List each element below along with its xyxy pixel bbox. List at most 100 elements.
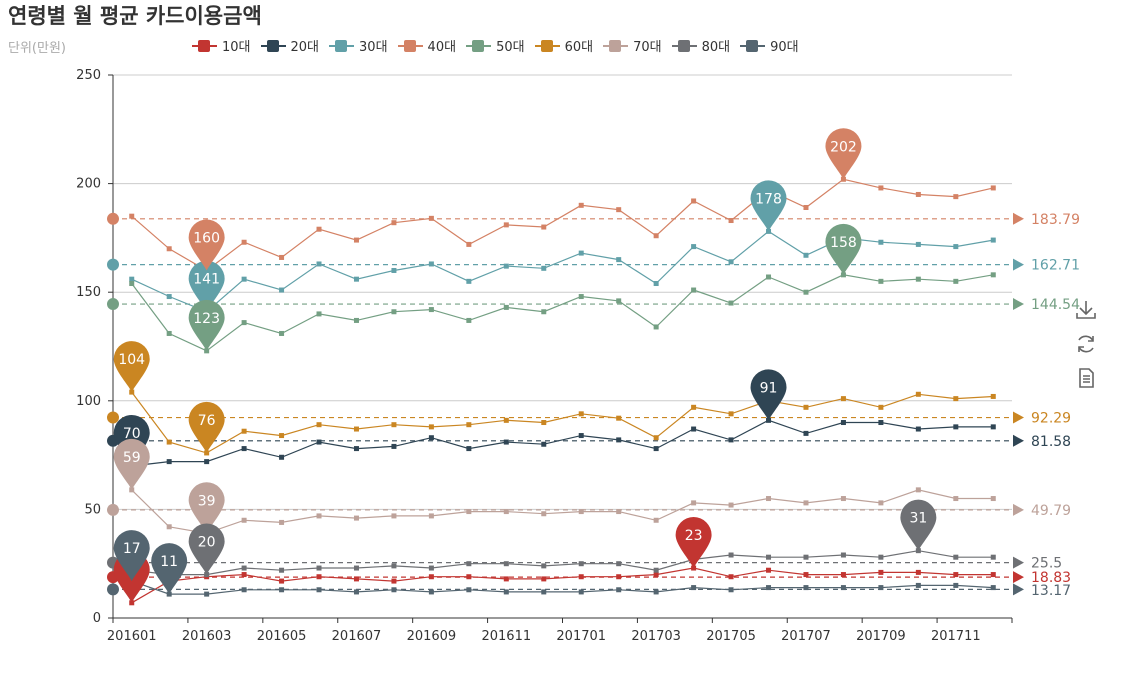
data-point — [878, 278, 884, 284]
legend-item[interactable]: 90대 — [740, 36, 799, 55]
legend-swatch — [329, 39, 355, 53]
data-point — [129, 276, 135, 282]
data-point — [953, 554, 959, 560]
data-point — [204, 591, 210, 597]
data-point — [990, 496, 996, 502]
data-point — [391, 578, 397, 584]
data-point — [990, 572, 996, 578]
data-point — [616, 298, 622, 304]
data-point — [279, 519, 285, 525]
data-point — [803, 572, 809, 578]
marker-pin-shape — [188, 260, 225, 312]
marker-pin: 17 — [113, 530, 150, 582]
data-point — [953, 496, 959, 502]
data-point — [316, 226, 322, 232]
data-point — [953, 572, 959, 578]
y-tick-label: 50 — [84, 502, 101, 517]
x-tick-label: 201609 — [407, 629, 457, 644]
data-point — [840, 496, 846, 502]
data-point — [878, 500, 884, 506]
data-point — [840, 585, 846, 591]
data-point — [316, 261, 322, 267]
marker-value-label: 70 — [123, 426, 141, 442]
series-line — [131, 178, 994, 272]
data-point — [803, 404, 809, 410]
marker-value-label: 59 — [123, 450, 141, 466]
data-point — [840, 420, 846, 426]
data-point — [541, 576, 547, 582]
data-point — [466, 509, 472, 515]
marker-pin-shape — [188, 219, 225, 271]
legend-item[interactable]: 60대 — [534, 36, 593, 55]
refresh-icon[interactable] — [1074, 332, 1098, 356]
data-point — [653, 517, 659, 523]
data-point — [391, 422, 397, 428]
series-line — [131, 567, 994, 604]
data-point — [691, 198, 697, 204]
legend-swatch — [397, 39, 423, 53]
x-tick-label: 201707 — [781, 629, 831, 644]
marker-pin: 11 — [151, 543, 188, 595]
data-point — [578, 250, 584, 256]
document-icon[interactable] — [1074, 366, 1098, 390]
legend-swatch — [603, 39, 629, 53]
data-point — [428, 589, 434, 595]
data-point — [653, 281, 659, 287]
marker-value-label: 160 — [193, 230, 220, 246]
data-point — [766, 585, 772, 591]
data-point — [503, 222, 509, 228]
y-tick-label: 250 — [76, 68, 101, 83]
data-point — [803, 554, 809, 560]
legend-item[interactable]: 40대 — [397, 36, 456, 55]
legend-swatch — [534, 39, 560, 53]
legend-item[interactable]: 10대 — [192, 36, 251, 55]
download-icon[interactable] — [1074, 298, 1098, 322]
data-point — [728, 300, 734, 306]
legend-item[interactable]: 80대 — [671, 36, 731, 55]
data-point — [578, 509, 584, 515]
data-point — [616, 561, 622, 567]
data-point — [840, 572, 846, 578]
y-tick-label: 150 — [76, 285, 101, 300]
data-point — [241, 320, 247, 326]
series-line — [131, 580, 994, 595]
marker-pin: 31 — [900, 499, 937, 551]
data-point — [279, 454, 285, 460]
legend-item[interactable]: 50대 — [466, 36, 525, 55]
data-point — [541, 441, 547, 447]
legend-swatch — [260, 39, 286, 53]
marker-pin: 123 — [188, 299, 225, 351]
marker-pin: 59 — [113, 438, 150, 490]
data-point — [316, 311, 322, 317]
average-value-label: 13.17 — [1031, 583, 1071, 599]
legend-swatch — [466, 39, 492, 53]
data-point — [616, 509, 622, 515]
data-point — [316, 574, 322, 580]
series-line — [131, 489, 994, 534]
data-point — [878, 185, 884, 191]
legend-label: 80대 — [701, 40, 731, 55]
legend: 10대 20대 30대 40대 50대 60대 70대 80대 90대 — [192, 36, 809, 55]
data-point — [803, 430, 809, 436]
legend-item[interactable]: 30대 — [329, 36, 388, 55]
data-point — [241, 276, 247, 282]
data-point — [616, 207, 622, 213]
marker-pin-shape — [151, 543, 188, 595]
marker-pin: 178 — [750, 180, 787, 232]
marker-pin-shape — [113, 530, 150, 582]
data-point — [766, 554, 772, 560]
chart-title: 연령별 월 평균 카드이용금액 — [8, 4, 262, 28]
data-point — [428, 215, 434, 221]
data-point — [166, 246, 172, 252]
data-point — [616, 437, 622, 443]
data-point — [466, 278, 472, 284]
data-point — [391, 309, 397, 315]
legend-item[interactable]: 20대 — [260, 36, 319, 55]
marker-pin: 20 — [188, 523, 225, 575]
data-point — [803, 252, 809, 258]
average-value-label: 162.71 — [1031, 258, 1080, 274]
data-point — [241, 428, 247, 434]
data-point — [616, 415, 622, 421]
average-line-arrow — [1013, 411, 1024, 424]
legend-item[interactable]: 70대 — [603, 36, 662, 55]
